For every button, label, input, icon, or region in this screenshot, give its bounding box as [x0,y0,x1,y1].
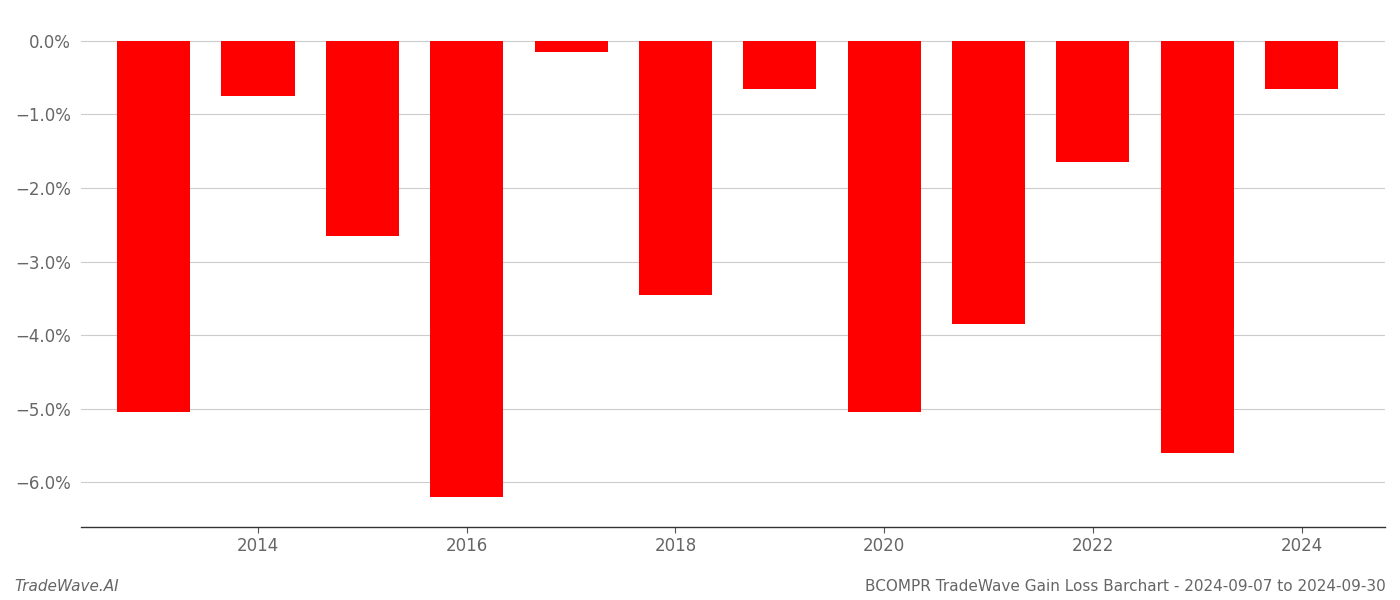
Bar [638,41,713,295]
Bar [430,41,503,497]
Bar [1056,41,1130,162]
Bar [221,41,294,96]
Bar [743,41,816,89]
Text: TradeWave.AI: TradeWave.AI [14,579,119,594]
Bar [1161,41,1233,453]
Bar [847,41,921,412]
Bar [535,41,608,52]
Bar [326,41,399,236]
Bar [952,41,1025,324]
Bar [1266,41,1338,89]
Text: BCOMPR TradeWave Gain Loss Barchart - 2024-09-07 to 2024-09-30: BCOMPR TradeWave Gain Loss Barchart - 20… [865,579,1386,594]
Bar [118,41,190,412]
